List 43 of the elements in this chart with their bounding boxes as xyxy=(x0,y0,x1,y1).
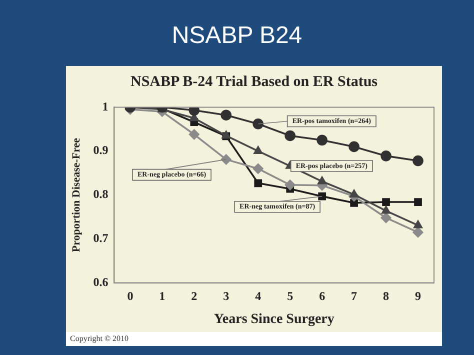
y-tick-label: 0.6 xyxy=(93,274,108,289)
point xyxy=(381,205,391,214)
point xyxy=(284,130,296,142)
point xyxy=(316,134,328,146)
x-tick-label: 3 xyxy=(223,289,230,304)
point xyxy=(318,192,326,200)
point xyxy=(413,220,423,228)
x-tick-label: 1 xyxy=(159,289,166,304)
chart-title: NSABP B24 xyxy=(170,22,304,50)
x-tick-label: 9 xyxy=(415,289,422,304)
point xyxy=(412,155,424,166)
point xyxy=(220,110,232,120)
y-tick-label: 0.8 xyxy=(93,187,108,202)
point xyxy=(253,146,263,154)
y-tick-label: 0.7 xyxy=(93,230,108,245)
chart-subtitle: NSABP B-24 Trial Based on ER Status xyxy=(130,74,378,91)
point xyxy=(348,141,360,152)
point xyxy=(382,198,390,206)
y-tick-label: 1 xyxy=(102,99,108,114)
x-axis-title: Years Since Surgery xyxy=(214,312,334,328)
x-tick-label: 0 xyxy=(127,289,134,304)
text: Copyright © 2010 xyxy=(66,332,442,346)
x-tick-label: 4 xyxy=(255,289,262,304)
point xyxy=(412,226,424,238)
point xyxy=(220,154,232,165)
x-tick-label: 5 xyxy=(287,289,294,304)
point xyxy=(317,176,327,184)
point xyxy=(349,189,359,198)
point xyxy=(188,107,200,116)
x-tick-label: 2 xyxy=(191,289,198,304)
x-tick-label: 8 xyxy=(383,289,390,304)
point xyxy=(252,118,264,130)
point xyxy=(380,150,392,162)
point xyxy=(188,129,200,140)
point xyxy=(284,180,296,190)
point xyxy=(254,179,262,188)
y-tick-label: 0.9 xyxy=(93,143,108,158)
point xyxy=(380,212,392,224)
point xyxy=(252,163,264,174)
x-tick-label: 6 xyxy=(319,289,326,304)
point xyxy=(414,198,422,206)
y-axis-title: Proportion Disease-Free xyxy=(70,138,82,252)
x-tick-label: 7 xyxy=(351,289,358,304)
